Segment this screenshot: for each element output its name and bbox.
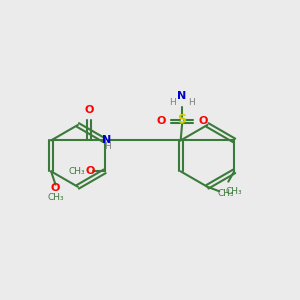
- Text: H: H: [104, 142, 110, 152]
- Text: CH₃: CH₃: [47, 193, 64, 202]
- Text: O: O: [51, 182, 60, 193]
- Text: CH₃: CH₃: [225, 187, 242, 196]
- Text: O: O: [85, 166, 94, 176]
- Text: O: O: [198, 116, 208, 126]
- Text: CH₃: CH₃: [69, 167, 85, 176]
- Text: N: N: [178, 91, 187, 101]
- Text: O: O: [157, 116, 166, 126]
- Text: O: O: [85, 105, 94, 115]
- Text: H: H: [169, 98, 176, 107]
- Text: N: N: [102, 135, 112, 146]
- Text: S: S: [178, 113, 187, 126]
- Text: CH₃: CH₃: [217, 189, 234, 198]
- Text: H: H: [188, 98, 195, 107]
